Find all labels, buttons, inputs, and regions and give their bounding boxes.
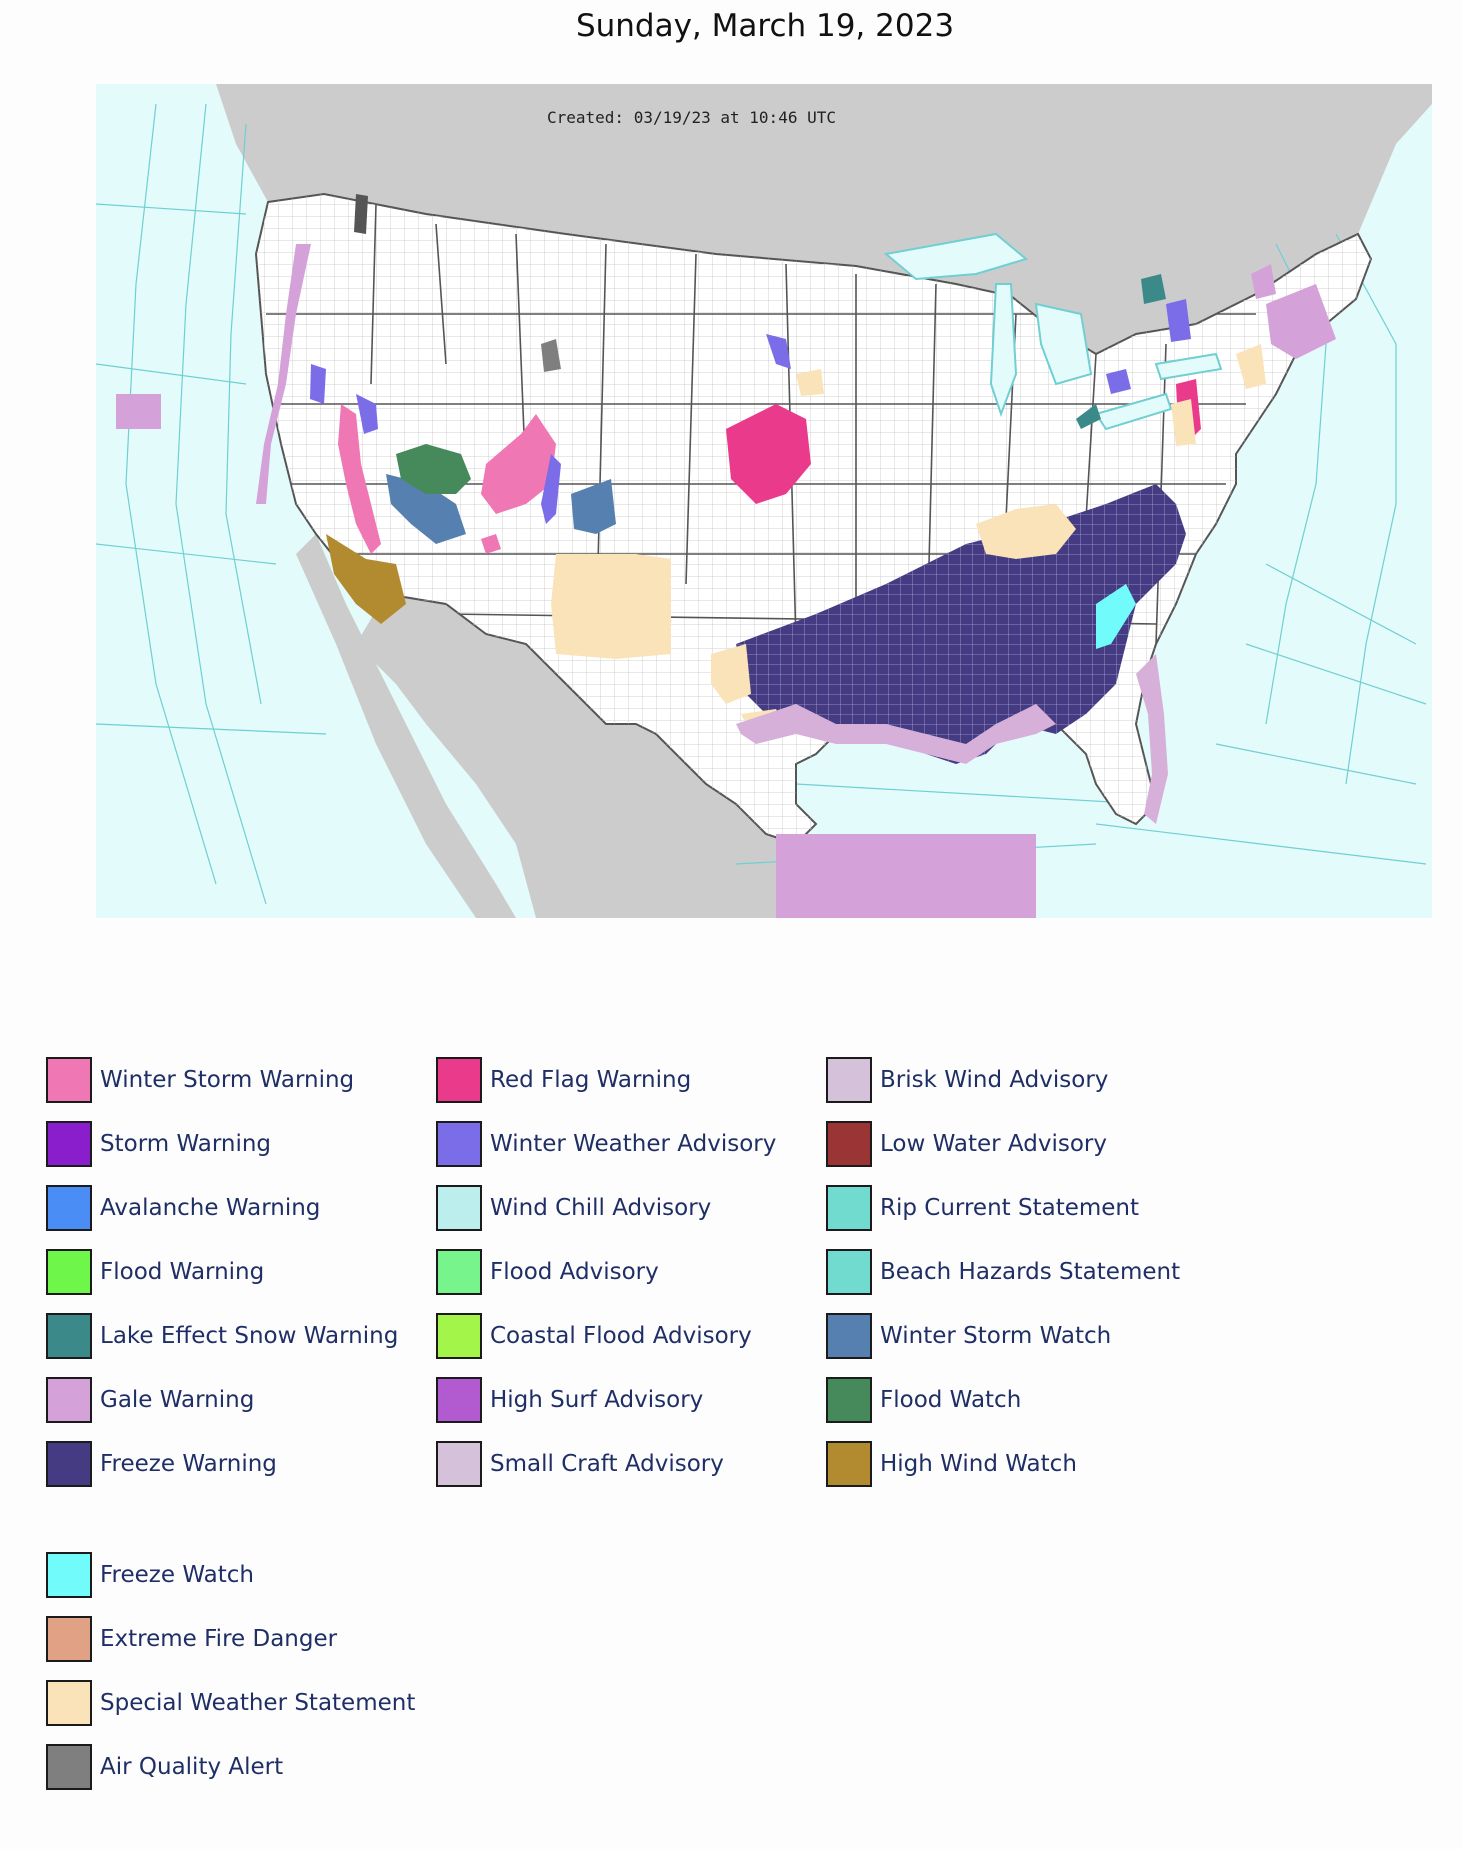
legend-item-winter-weather-advisory: Winter Weather Advisory [436, 1119, 776, 1169]
lake-effect-snow-warning-area [1141, 274, 1166, 304]
legend-item-gale-warning: Gale Warning [46, 1375, 254, 1425]
legend-swatch-storm-warning [46, 1121, 92, 1167]
created-stamp: Created: 03/19/23 at 10:46 UTC [547, 108, 836, 127]
legend-label: Wind Chill Advisory [490, 1195, 712, 1221]
legend-swatch-extreme-fire-danger [46, 1616, 92, 1662]
legend-swatch-avalanche-warning [46, 1185, 92, 1231]
legend-label: Flood Watch [880, 1387, 1022, 1413]
legend-item-rip-current-statement: Rip Current Statement [826, 1183, 1139, 1233]
winter-weather-advisory-area [356, 394, 378, 434]
legend-item-storm-warning: Storm Warning [46, 1119, 271, 1169]
legend-swatch-freeze-warning [46, 1441, 92, 1487]
marine-hazard-bands [116, 244, 1336, 918]
legend-swatch-high-wind-watch [826, 1441, 872, 1487]
legend-swatch-low-water-advisory [826, 1121, 872, 1167]
legend-label: Air Quality Alert [100, 1754, 284, 1780]
legend-item-winter-storm-warning: Winter Storm Warning [46, 1055, 354, 1105]
legend-item-lake-effect-snow-warning: Lake Effect Snow Warning [46, 1311, 398, 1361]
legend-item-winter-storm-watch: Winter Storm Watch [826, 1311, 1111, 1361]
legend-label: Freeze Warning [100, 1451, 277, 1477]
flood-watch-area [396, 444, 471, 494]
legend-label: Flood Warning [100, 1259, 265, 1285]
gale-warning-pacific [116, 394, 161, 429]
mexico-land [356, 594, 816, 918]
legend-label: Rip Current Statement [880, 1195, 1140, 1221]
legend-label: Beach Hazards Statement [880, 1259, 1181, 1285]
legend-label: Winter Storm Warning [100, 1067, 355, 1093]
legend-item-flood-warning: Flood Warning [46, 1247, 264, 1297]
great-lakes [883, 232, 1223, 431]
canada-land [96, 84, 1432, 354]
legend-swatch-red-flag-warning [436, 1057, 482, 1103]
legend-item-flood-watch: Flood Watch [826, 1375, 1021, 1425]
legend-swatch-brisk-wind-advisory [826, 1057, 872, 1103]
legend-item-low-water-advisory: Low Water Advisory [826, 1119, 1107, 1169]
legend-label: Flood Advisory [490, 1259, 659, 1285]
winter-storm-watch-area [386, 474, 466, 544]
legend-label: Storm Warning [100, 1131, 272, 1157]
legend-item-flood-advisory: Flood Advisory [436, 1247, 659, 1297]
legend-swatch-high-surf-advisory [436, 1377, 482, 1423]
legend-item-air-quality-alert: Air Quality Alert [46, 1742, 283, 1792]
legend-label: Avalanche Warning [100, 1195, 321, 1221]
legend-swatch-coastal-flood-advisory [436, 1313, 482, 1359]
legend-label: Gale Warning [100, 1387, 255, 1413]
legend-swatch-lake-effect-snow-warning [46, 1313, 92, 1359]
legend-item-freeze-watch: Freeze Watch [46, 1550, 254, 1600]
legend-swatch-air-quality-alert [46, 1744, 92, 1790]
legend-label: High Surf Advisory [490, 1387, 704, 1413]
winter-storm-warning-area [338, 404, 381, 554]
special-weather-statement-area [551, 554, 671, 659]
legend-item-brisk-wind-advisory: Brisk Wind Advisory [826, 1055, 1108, 1105]
legend-label: Winter Storm Watch [880, 1323, 1112, 1349]
legend-label: Brisk Wind Advisory [880, 1067, 1109, 1093]
legend-label: Special Weather Statement [100, 1690, 416, 1716]
legend-swatch-freeze-watch [46, 1552, 92, 1598]
legend-item-freeze-warning: Freeze Warning [46, 1439, 277, 1489]
legend-label: High Wind Watch [880, 1451, 1077, 1477]
legend-swatch-winter-weather-advisory [436, 1121, 482, 1167]
legend-item-extreme-fire-danger: Extreme Fire Danger [46, 1614, 337, 1664]
legend-swatch-winter-storm-watch [826, 1313, 872, 1359]
baja-peninsula [296, 534, 516, 918]
legend-swatch-small-craft-advisory [436, 1441, 482, 1487]
legend-swatch-flood-advisory [436, 1249, 482, 1295]
legend-swatch-rip-current-statement [826, 1185, 872, 1231]
legend-label: Freeze Watch [100, 1562, 254, 1588]
legend-item-high-surf-advisory: High Surf Advisory [436, 1375, 703, 1425]
gale-warning-gulf [776, 834, 936, 918]
page-title: Sunday, March 19, 2023 [575, 8, 955, 44]
red-flag-warning-area [726, 404, 811, 504]
legend-item-special-weather-statement: Special Weather Statement [46, 1678, 415, 1728]
legend-label: Extreme Fire Danger [100, 1626, 338, 1652]
legend-swatch-beach-hazards-statement [826, 1249, 872, 1295]
legend-swatch-winter-storm-warning [46, 1057, 92, 1103]
legend-item-small-craft-advisory: Small Craft Advisory [436, 1439, 724, 1489]
legend-swatch-special-weather-statement [46, 1680, 92, 1726]
legend-label: Red Flag Warning [490, 1067, 692, 1093]
legend-item-avalanche-warning: Avalanche Warning [46, 1183, 320, 1233]
freeze-watch-area [1096, 584, 1136, 649]
legend-swatch-wind-chill-advisory [436, 1185, 482, 1231]
legend-item-beach-hazards-statement: Beach Hazards Statement [826, 1247, 1180, 1297]
legend-swatch-flood-warning [46, 1249, 92, 1295]
legend-label: Lake Effect Snow Warning [100, 1323, 399, 1349]
legend-item-red-flag-warning: Red Flag Warning [436, 1055, 691, 1105]
legend-item-high-wind-watch: High Wind Watch [826, 1439, 1077, 1489]
legend-swatch-flood-watch [826, 1377, 872, 1423]
legend-label: Winter Weather Advisory [490, 1131, 777, 1157]
legend-label: Low Water Advisory [880, 1131, 1107, 1157]
legend-item-coastal-flood-advisory: Coastal Flood Advisory [436, 1311, 752, 1361]
high-wind-watch-area [326, 534, 406, 624]
legend-swatch-gale-warning [46, 1377, 92, 1423]
legend-label: Coastal Flood Advisory [490, 1323, 752, 1349]
air-quality-alert-area [541, 339, 561, 372]
hazard-overlays [310, 194, 1266, 764]
legend-label: Small Craft Advisory [490, 1451, 724, 1477]
legend-item-wind-chill-advisory: Wind Chill Advisory [436, 1183, 711, 1233]
us-hazards-map: Created: 03/19/23 at 10:46 UTC [96, 84, 1432, 918]
